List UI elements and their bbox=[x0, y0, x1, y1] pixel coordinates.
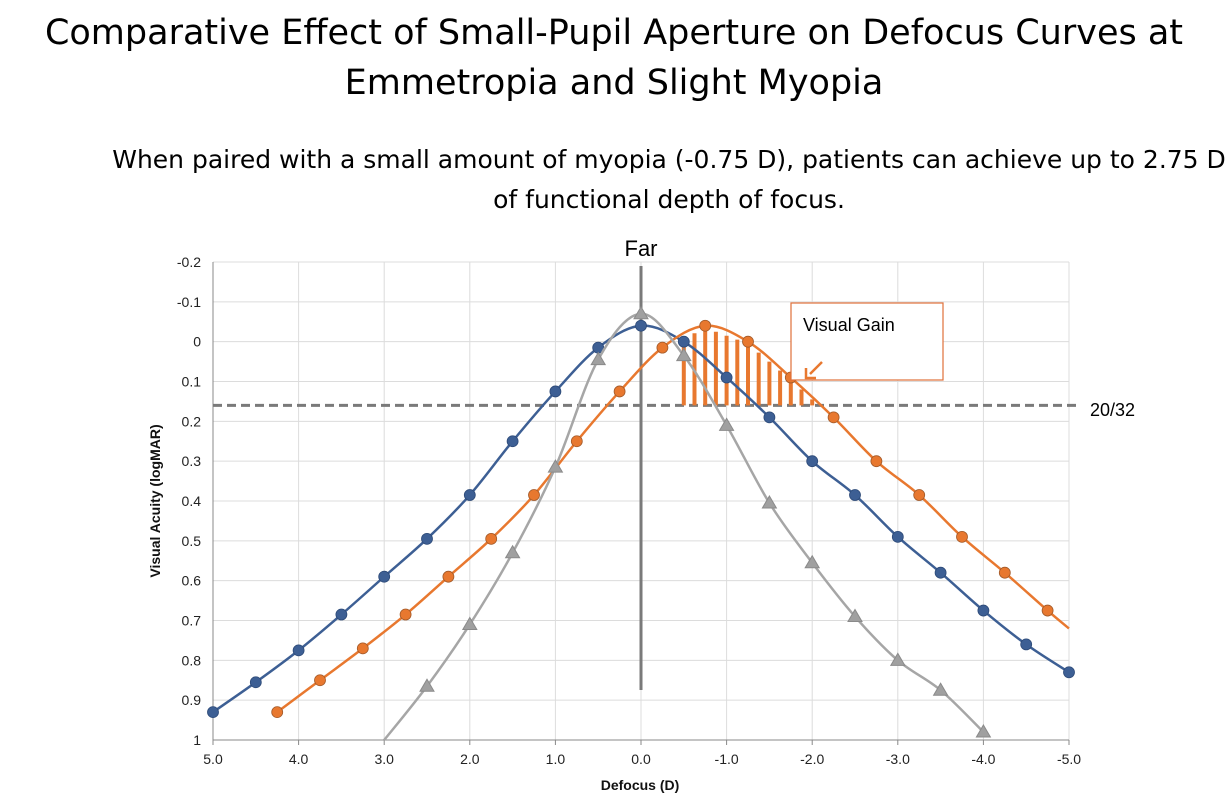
circle-marker bbox=[314, 674, 326, 687]
chart-subtitle: When paired with a small amount of myopi… bbox=[112, 145, 1226, 214]
circle-marker bbox=[528, 489, 540, 501]
y-tick-label: 0.8 bbox=[182, 652, 202, 668]
circle-marker bbox=[335, 608, 348, 621]
circle-marker bbox=[656, 341, 669, 354]
circle-marker bbox=[613, 385, 626, 398]
circle-marker bbox=[720, 371, 733, 384]
circle-marker bbox=[485, 532, 498, 545]
x-tick-label: 3.0 bbox=[374, 751, 394, 767]
circle-marker bbox=[891, 530, 904, 543]
x-tick-label: 0.0 bbox=[631, 751, 651, 767]
x-tick-label: -3.0 bbox=[886, 751, 910, 767]
triangle-marker bbox=[932, 682, 949, 696]
triangle-marker bbox=[419, 678, 435, 692]
triangle-marker bbox=[975, 724, 992, 738]
series-lines bbox=[207, 305, 1075, 741]
y-tick-label: -0.1 bbox=[177, 294, 201, 310]
y-tick-label: 0.6 bbox=[182, 573, 202, 589]
series-line-2 bbox=[383, 312, 985, 741]
triangle-marker bbox=[761, 494, 778, 509]
circle-marker bbox=[549, 385, 562, 398]
circle-marker bbox=[356, 642, 369, 655]
y-axis-label: Visual Acuity (logMAR) bbox=[147, 424, 163, 577]
tick-labels: -0.2 -0.1 0 0.1 0.2 0.3 0.4 0.5 0.6 0.7 0.8 0.9 15.0… bbox=[177, 254, 1081, 767]
grid bbox=[212, 261, 1076, 745]
y-tick-label: 1 bbox=[193, 732, 201, 748]
x-tick-label: -1.0 bbox=[715, 751, 739, 767]
circle-marker bbox=[399, 608, 412, 621]
y-tick-label: 0.3 bbox=[182, 453, 202, 469]
x-tick-label: 1.0 bbox=[546, 751, 566, 767]
y-tick-label: 0.1 bbox=[182, 374, 202, 390]
y-tick-label: -0.2 bbox=[177, 254, 201, 270]
circle-marker bbox=[806, 455, 819, 468]
x-tick-label: -4.0 bbox=[971, 751, 995, 767]
triangle-marker bbox=[718, 417, 735, 431]
y-tick-label: 0.9 bbox=[182, 692, 202, 708]
series-line-1 bbox=[276, 324, 1070, 714]
circle-marker bbox=[677, 335, 690, 348]
circle-marker bbox=[378, 570, 391, 583]
circle-marker bbox=[934, 566, 947, 579]
triangle-marker bbox=[804, 554, 821, 569]
x-tick-label: 2.0 bbox=[460, 751, 480, 767]
circle-marker bbox=[421, 532, 433, 545]
triangle-marker bbox=[547, 459, 564, 473]
x-tick-label: 4.0 bbox=[289, 751, 309, 767]
circle-marker bbox=[1063, 666, 1075, 679]
circle-marker bbox=[870, 455, 883, 468]
circle-marker bbox=[977, 604, 990, 617]
triangle-marker bbox=[504, 544, 521, 559]
circle-marker bbox=[913, 489, 926, 501]
circle-marker bbox=[442, 570, 455, 583]
circle-marker bbox=[207, 706, 219, 719]
visual-gain-label: Visual Gain bbox=[803, 315, 895, 335]
triangle-marker bbox=[633, 305, 649, 320]
circle-marker bbox=[570, 435, 583, 448]
circle-marker bbox=[635, 319, 647, 332]
circle-marker bbox=[292, 644, 305, 657]
triangle-marker bbox=[847, 608, 863, 623]
y-tick-label: 0.7 bbox=[182, 613, 202, 629]
circle-marker bbox=[827, 411, 840, 424]
far-label: Far bbox=[625, 236, 658, 261]
x-tick-label: -5.0 bbox=[1057, 751, 1081, 767]
circle-marker bbox=[763, 411, 776, 424]
circle-marker bbox=[1041, 604, 1054, 617]
triangle-marker bbox=[675, 347, 692, 362]
circle-marker bbox=[506, 435, 519, 448]
circle-marker bbox=[699, 319, 712, 332]
y-tick-label: 0.4 bbox=[182, 493, 202, 509]
circle-marker bbox=[742, 335, 754, 348]
reference-label: 20/32 bbox=[1090, 400, 1135, 420]
circle-marker bbox=[249, 676, 262, 689]
chart-title: Comparative Effect of Small-Pupil Apertu… bbox=[44, 13, 1184, 103]
x-axis-label: Defocus (D) bbox=[601, 777, 680, 793]
circle-marker bbox=[1020, 638, 1033, 651]
visual-gain-arrow bbox=[804, 361, 823, 380]
circle-marker bbox=[998, 566, 1011, 579]
triangle-marker bbox=[889, 652, 906, 666]
circle-marker bbox=[956, 530, 968, 543]
y-tick-label: 0 bbox=[193, 334, 201, 350]
circle-marker bbox=[463, 489, 476, 501]
y-tick-label: 0.2 bbox=[182, 413, 202, 429]
triangle-marker bbox=[461, 616, 478, 630]
circle-marker bbox=[271, 706, 284, 719]
circle-marker bbox=[849, 489, 861, 501]
x-tick-label: -2.0 bbox=[800, 751, 824, 767]
triangle-marker bbox=[590, 351, 607, 366]
y-tick-label: 0.5 bbox=[182, 533, 202, 549]
x-tick-label: 5.0 bbox=[203, 751, 223, 767]
